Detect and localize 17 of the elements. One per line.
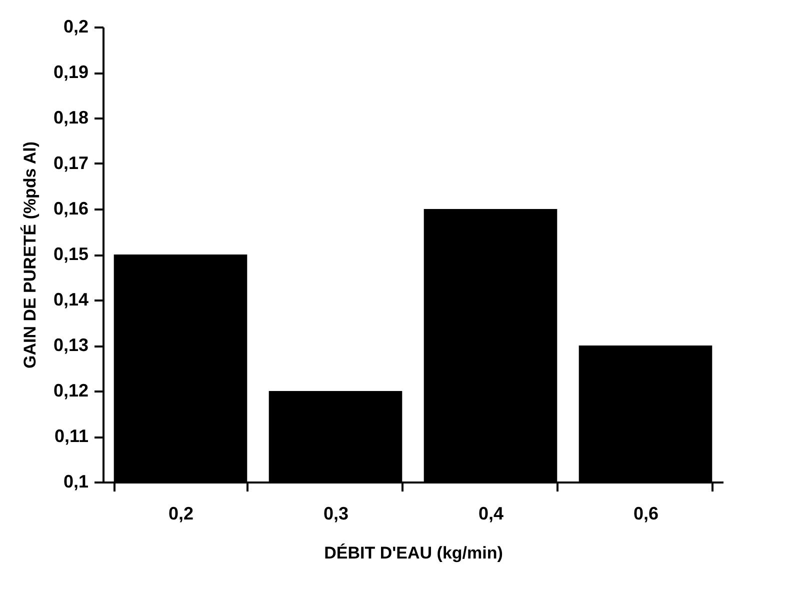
y-tick-label: 0,1 (63, 472, 88, 492)
y-tick-label: 0,15 (53, 244, 88, 264)
y-tick-label: 0,18 (53, 108, 88, 128)
y-tick-label: 0,16 (53, 198, 88, 218)
y-tick-label: 0,19 (53, 62, 88, 82)
x-tick-label: 0,6 (633, 504, 659, 524)
x-tick-label: 0,2 (168, 504, 194, 524)
x-tick-label: 0,3 (323, 504, 349, 524)
y-tick-label: 0,17 (53, 153, 88, 173)
x-tick-label: 0,4 (478, 504, 504, 524)
y-tick-label: 0,2 (63, 16, 88, 36)
y-tick-label: 0,12 (53, 380, 88, 400)
y-tick-label: 0,13 (53, 335, 88, 355)
x-axis-title: DÉBIT D'EAU (kg/min) (324, 542, 503, 562)
y-tick-label: 0,14 (53, 290, 88, 310)
y-axis-title: GAIN DE PURETÉ (%pds Al) (19, 142, 40, 368)
y-tick-label: 0,11 (54, 426, 88, 446)
